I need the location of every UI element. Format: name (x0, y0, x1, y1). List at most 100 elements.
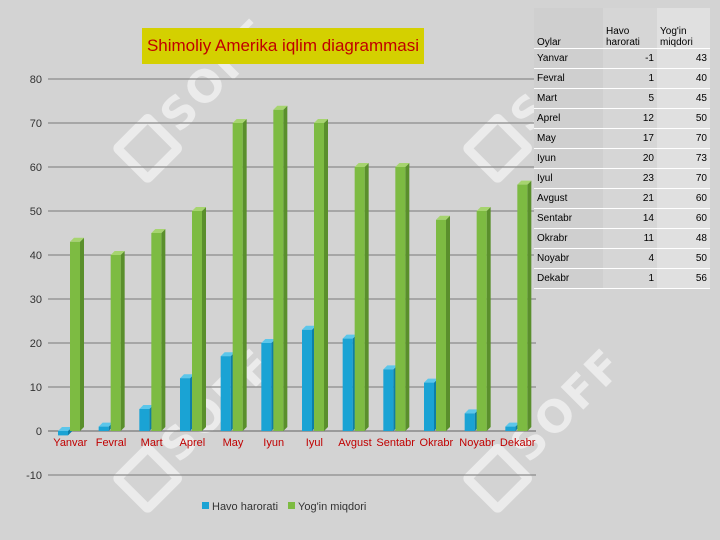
bar-front (302, 329, 312, 431)
table-row: Avgust 21 60 (534, 188, 710, 209)
table-header-cell: Oylar (534, 8, 603, 49)
x-tick-label: Yanvar (53, 437, 87, 449)
legend-swatch (202, 502, 209, 509)
table-cell: Avgust (534, 188, 603, 209)
table-row: Yanvar -1 43 (534, 48, 710, 69)
bar-top (273, 105, 288, 110)
bar-havo-harorati (98, 422, 113, 431)
table-row: Iyun 20 73 (534, 148, 710, 169)
bar-front (505, 426, 516, 431)
table-row: Fevral 1 40 (534, 68, 710, 89)
x-tick-label: May (223, 437, 244, 449)
bar-havo-harorati (505, 422, 520, 431)
bar-side (324, 119, 328, 431)
bar-front (232, 123, 243, 431)
table-cell: 21 (603, 188, 657, 209)
x-tick-label: Dekabr (500, 437, 536, 449)
y-tick-label: 30 (30, 294, 42, 306)
bar-front (180, 378, 190, 431)
bar-havo-harorati (180, 374, 194, 431)
bar-yogin-miqdori (273, 105, 288, 432)
bar-top (180, 374, 194, 379)
bar-top (342, 334, 357, 339)
bar-yogin-miqdori (110, 251, 125, 431)
bar-top (505, 422, 520, 427)
bar-top (314, 119, 328, 123)
table-cell: 1 (603, 68, 657, 89)
bar-side (364, 163, 369, 431)
bar-top (220, 352, 235, 357)
x-tick-label: Fevral (96, 437, 127, 449)
bar-top (302, 325, 316, 330)
bar-havo-harorati (58, 427, 72, 436)
table-row: Iyul 23 70 (534, 168, 710, 189)
table-header-cell: Havo harorati (603, 8, 657, 49)
bar-top (476, 207, 491, 211)
bar-havo-harorati (464, 409, 479, 431)
bar-side (486, 207, 491, 431)
bar-side (120, 251, 125, 431)
table-cell: 73 (657, 148, 710, 169)
table-cell: 45 (657, 88, 710, 109)
legend-swatch (288, 502, 295, 509)
bar-side (283, 105, 288, 432)
bar-side (405, 163, 410, 431)
data-table: Oylar Havo harorati Yog'in miqdori Yanva… (534, 8, 710, 289)
y-tick-label: 50 (30, 206, 42, 218)
y-tick-label: 80 (30, 74, 42, 86)
x-tick-label: Okrabr (420, 437, 454, 449)
bar-front (273, 109, 284, 432)
bar-top (139, 405, 154, 409)
table-row: Dekabr 1 56 (534, 268, 710, 289)
bar-top (232, 119, 247, 123)
x-tick-label: Avgust (338, 437, 371, 449)
bar-havo-harorati (220, 352, 235, 431)
table-row: Sentabr 14 60 (534, 208, 710, 229)
bar-front (395, 167, 406, 431)
bar-top (151, 229, 166, 233)
table-header-row: Oylar Havo harorati Yog'in miqdori (534, 8, 710, 49)
bar-front (151, 233, 162, 431)
bar-yogin-miqdori (151, 229, 166, 431)
bar-side (202, 207, 206, 431)
table-cell: 70 (657, 168, 710, 189)
bar-yogin-miqdori (232, 119, 247, 431)
bar-top (395, 163, 410, 167)
table-cell: Noyabr (534, 248, 603, 269)
bar-top (192, 207, 206, 211)
bar-yogin-miqdori (354, 163, 369, 431)
bar-front (464, 413, 475, 431)
x-tick-label: Noyabr (459, 437, 495, 449)
bar-front (220, 356, 231, 431)
bar-front (314, 123, 324, 431)
bar-top (464, 409, 479, 414)
bar-yogin-miqdori (395, 163, 410, 431)
table-cell: -1 (603, 48, 657, 69)
table-cell: Iyun (534, 148, 603, 169)
table-cell: Iyul (534, 168, 603, 189)
bar-front (70, 241, 80, 431)
bar-top (58, 427, 72, 431)
table-cell: 4 (603, 248, 657, 269)
table-cell: Yanvar (534, 48, 603, 69)
bar-front (517, 184, 528, 431)
bar-front (98, 426, 109, 431)
bar-side (161, 229, 166, 431)
table-cell: 1 (603, 268, 657, 289)
x-tick-label: Mart (141, 437, 163, 449)
bar-havo-harorati (302, 325, 316, 431)
table-cell: Sentabr (534, 208, 603, 229)
bar-top (436, 215, 450, 220)
table-cell: 56 (657, 268, 710, 289)
y-tick-label: 0 (36, 426, 42, 438)
table-header-cell: Yog'in miqdori (657, 8, 710, 49)
x-tick-label: Sentabr (376, 437, 415, 449)
table-row: May 17 70 (534, 128, 710, 149)
bar-yogin-miqdori (517, 180, 532, 431)
y-tick-label: -10 (26, 470, 42, 482)
table-cell: 48 (657, 228, 710, 249)
bar-havo-harorati (342, 334, 357, 431)
table-cell: 17 (603, 128, 657, 149)
